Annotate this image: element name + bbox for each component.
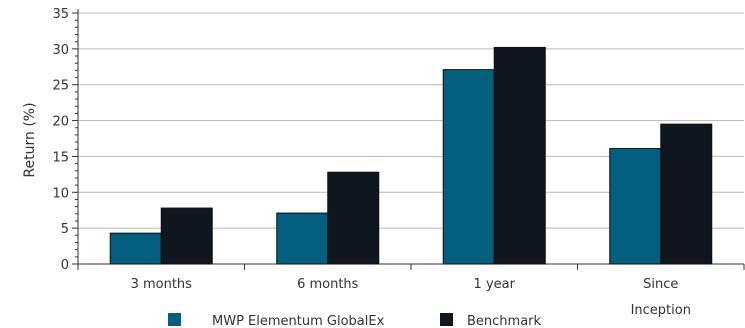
y-tick-label: 15 [52, 150, 69, 165]
y-tick-label: 35 [52, 7, 69, 22]
bar [276, 212, 329, 265]
bar [160, 207, 213, 265]
legend-label: MWP Elementum GlobalEx [212, 314, 385, 328]
x-tick-label: Since [643, 277, 678, 292]
bar [660, 123, 713, 265]
bars [109, 46, 713, 265]
legend-label: Benchmark [467, 314, 542, 328]
bar [442, 69, 495, 265]
bar [109, 232, 162, 265]
y-tick-label: 20 [52, 115, 69, 130]
y-tick-label: 10 [52, 186, 69, 201]
bar [327, 171, 380, 265]
x-axis: 3 months 6 months 1 year Since Inception [77, 263, 745, 318]
x-tick-label: 3 months [131, 277, 193, 292]
y-axis-title: Return (%) [22, 102, 38, 177]
bar [609, 148, 662, 265]
x-tick-label: 1 year [474, 277, 516, 292]
legend-swatch [168, 313, 181, 326]
x-tick-label: 6 months [297, 277, 359, 292]
y-tick-label: 5 [61, 222, 69, 237]
gridlines [78, 12, 744, 229]
y-tick-label: 0 [61, 258, 69, 273]
legend: MWP Elementum GlobalEx Benchmark [168, 313, 542, 328]
x-tick-label: Inception [631, 303, 691, 318]
y-tick-label: 30 [52, 43, 69, 58]
bar [493, 46, 546, 265]
y-tick-label: 25 [52, 79, 69, 94]
legend-swatch [440, 313, 453, 326]
y-axis: 0 5 10 15 20 25 30 35 [52, 7, 79, 273]
